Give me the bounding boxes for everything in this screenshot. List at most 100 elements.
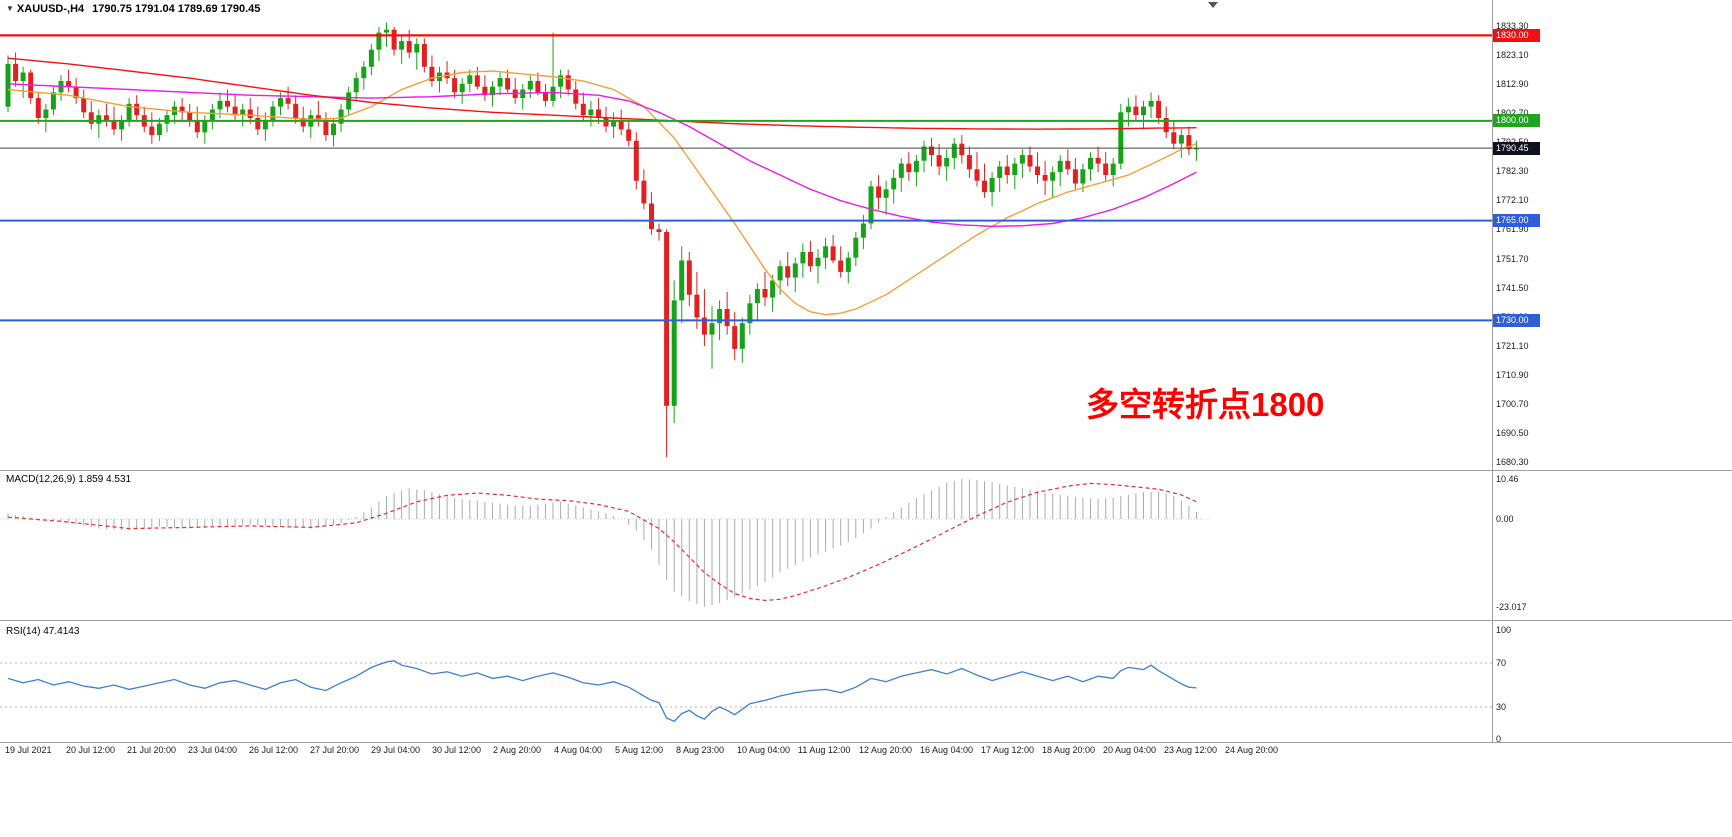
candle-body (815, 257, 821, 267)
candle-body (1065, 160, 1071, 170)
candle-body (717, 309, 723, 324)
candle-body (338, 109, 344, 124)
candle-body (111, 120, 117, 130)
candle-body (656, 229, 662, 232)
candle-body (565, 75, 571, 90)
candle-body (974, 169, 980, 181)
candle-body (543, 92, 548, 101)
candle-body (421, 44, 427, 67)
candle-body (331, 123, 336, 136)
candle-body (497, 78, 503, 87)
candle-body (853, 237, 859, 258)
candle-body (66, 81, 72, 87)
candle-body (247, 109, 253, 118)
candle-body (1171, 132, 1177, 144)
candle-body (1004, 166, 1010, 175)
candle-body (459, 83, 465, 93)
candle-body (929, 146, 934, 155)
candle-body (270, 106, 276, 121)
candle-body (860, 223, 866, 238)
candle-body (293, 103, 299, 118)
candle-body (217, 100, 223, 110)
candle-body (1156, 100, 1162, 118)
candle-body (724, 309, 730, 327)
candle-body (709, 323, 715, 335)
candle-body (1035, 166, 1040, 175)
candle-body (300, 118, 306, 127)
candle-body (1186, 135, 1192, 150)
candle-body (959, 143, 965, 156)
candle-body (81, 98, 87, 113)
candle-body (739, 323, 745, 349)
candle-body (1118, 112, 1124, 164)
candle-body (376, 32, 382, 50)
candle-body (1019, 155, 1025, 164)
candle-body (664, 232, 670, 406)
candle-body (1178, 135, 1184, 144)
candle-body (1133, 106, 1139, 116)
candle-body (830, 246, 836, 261)
quote-ohlc-values: 1790.75 1791.04 1789.69 1790.45 (92, 3, 261, 15)
chart-canvas[interactable] (0, 0, 1732, 762)
ma-fast-orange-line (7, 70, 1197, 316)
candle-body (1163, 118, 1169, 133)
candle-body (754, 289, 760, 304)
symbol-dropdown-icon[interactable]: ▼ (6, 4, 14, 13)
candle-body (179, 106, 185, 113)
candle-body (1088, 157, 1093, 170)
candle-body (701, 317, 707, 335)
candle-body (126, 103, 132, 121)
candle-body (240, 109, 246, 116)
candle-body (1110, 163, 1116, 175)
candle-body (807, 252, 813, 267)
candle-body (384, 29, 389, 33)
candle-body (490, 86, 495, 96)
candle-body (762, 289, 768, 298)
candle-body (202, 120, 208, 133)
candle-body (603, 118, 609, 127)
candle-body (686, 260, 692, 295)
candle-body (20, 72, 26, 81)
candle-body (997, 166, 1003, 178)
candle-body (315, 115, 321, 121)
trend-annotation-text[interactable]: 多空转折点1800 (1086, 386, 1325, 423)
candle-body (278, 98, 283, 107)
candle-body (868, 186, 874, 224)
candle-body (913, 160, 919, 173)
candle-body (966, 155, 972, 170)
candle-body (1042, 175, 1048, 181)
candle-body (505, 78, 511, 90)
candle-body (527, 81, 533, 90)
candle-body (580, 103, 586, 116)
candle-body (611, 120, 617, 127)
candle-body (936, 155, 942, 167)
candle-body (194, 120, 200, 133)
candle-body (399, 41, 405, 50)
candle-body (134, 103, 140, 116)
candle-body (1141, 106, 1146, 116)
candle-body (156, 123, 162, 136)
candle-body (944, 157, 950, 167)
chart-shift-marker-icon[interactable] (1208, 2, 1218, 8)
candle-body (883, 189, 889, 198)
candle-body (558, 75, 564, 87)
candle-body (429, 66, 435, 81)
candle-body (777, 266, 783, 281)
symbol-timeframe-label: XAUUSD-,H4 (16, 3, 85, 15)
candle-body (1072, 169, 1078, 184)
candle-body (262, 120, 268, 130)
macd-indicator-label: MACD(12,26,9) 1.859 4.531 (6, 474, 132, 485)
candle-body (989, 177, 995, 193)
rsi-line (7, 660, 1197, 723)
candle-body (845, 257, 851, 272)
candle-body (35, 98, 41, 118)
candle-body (96, 115, 102, 124)
candle-body (535, 81, 541, 93)
candle-body (361, 66, 367, 79)
candle-body (50, 92, 56, 110)
candle-body (88, 112, 94, 124)
candle-body (732, 326, 738, 349)
candle-body (747, 303, 753, 324)
candle-body (694, 294, 700, 318)
candle-body (1194, 148, 1199, 150)
